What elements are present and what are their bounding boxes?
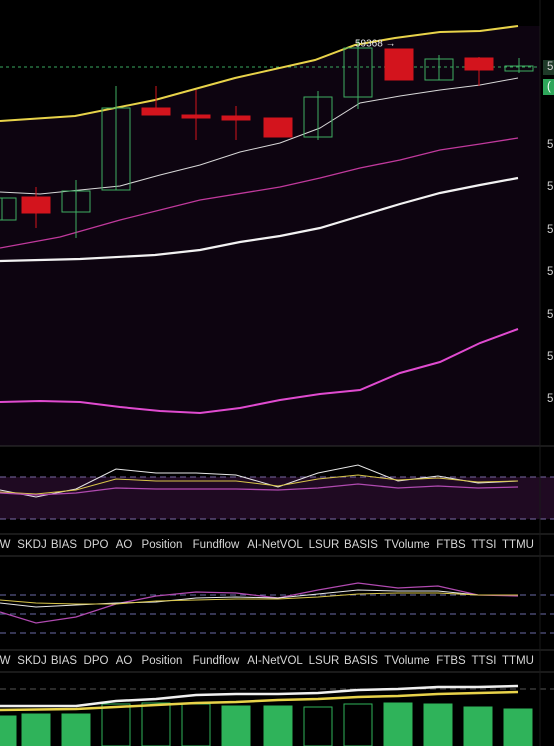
price-tag: 59368 → bbox=[355, 39, 396, 50]
indicator-tab[interactable]: TTMU bbox=[502, 539, 534, 551]
osc-zone bbox=[0, 477, 554, 519]
indicator-tab[interactable]: TVolume bbox=[384, 539, 429, 551]
osc-line bbox=[0, 589, 518, 608]
indicator-tab[interactable]: Fundflow bbox=[193, 655, 240, 667]
candle-body bbox=[464, 57, 494, 71]
volume-bar bbox=[263, 705, 293, 746]
volume-bar bbox=[141, 702, 171, 746]
indicator-tabs: W SKDJ BIAS DPO AO Position Fundflow AI-NetVOL L… bbox=[0, 539, 534, 551]
indicator-tab[interactable]: W bbox=[0, 655, 11, 667]
osc-line bbox=[0, 483, 519, 496]
mid-line bbox=[0, 77, 519, 195]
volume-bar bbox=[303, 706, 333, 746]
axis-label: 5 bbox=[547, 266, 553, 278]
indicator-tab[interactable]: TTMU bbox=[502, 655, 534, 667]
axis-label: 5 bbox=[547, 351, 553, 363]
osc-line bbox=[0, 464, 519, 498]
indicator-tab[interactable]: SKDJ bbox=[17, 539, 46, 551]
volume-bar bbox=[423, 703, 453, 746]
axis-label: 5 bbox=[547, 181, 553, 193]
osc-line bbox=[0, 474, 519, 495]
candle-body bbox=[303, 96, 333, 138]
candle-body bbox=[221, 115, 251, 121]
indicator-tab[interactable]: FTBS bbox=[436, 539, 466, 551]
ma-line bbox=[0, 137, 519, 249]
volume-bar bbox=[343, 703, 373, 746]
candle-body bbox=[141, 107, 171, 116]
indicator-tab[interactable]: BASIS bbox=[344, 655, 378, 667]
band-fill bbox=[0, 26, 540, 446]
indicator-tab[interactable]: AI-NetVOL bbox=[247, 539, 303, 551]
indicator-tab[interactable]: AI-NetVOL bbox=[247, 655, 303, 667]
indicator-tab[interactable]: LSUR bbox=[309, 539, 340, 551]
axis-label: 5 bbox=[547, 139, 553, 151]
osc-line bbox=[0, 582, 519, 624]
indicator-tab[interactable]: Fundflow bbox=[193, 539, 240, 551]
indicator-tab[interactable]: DPO bbox=[84, 539, 109, 551]
indicator-tab[interactable]: AO bbox=[116, 539, 133, 551]
indicator-tab[interactable]: BASIS bbox=[344, 539, 378, 551]
candles bbox=[0, 40, 534, 238]
candle-body bbox=[424, 58, 454, 81]
indicator-tabs: W SKDJ BIAS DPO AO Position Fundflow AI-NetVOL L… bbox=[0, 655, 534, 667]
candle-body bbox=[0, 197, 17, 221]
indicator-tab[interactable]: DPO bbox=[84, 655, 109, 667]
indicator-tab[interactable]: Position bbox=[142, 539, 183, 551]
candle-body bbox=[101, 107, 131, 191]
candle-body bbox=[61, 190, 91, 213]
ma-line-thick bbox=[0, 176, 519, 263]
volume-bar bbox=[181, 703, 211, 746]
candle-body bbox=[21, 196, 51, 214]
line bbox=[0, 690, 519, 712]
indicator-tab[interactable]: FTBS bbox=[436, 655, 466, 667]
volume-bar bbox=[383, 702, 413, 746]
volume-bars bbox=[0, 702, 533, 746]
axis-label: 5 bbox=[547, 61, 553, 73]
candle-body bbox=[384, 48, 414, 81]
price-badge bbox=[543, 79, 554, 95]
volume-bar bbox=[503, 708, 533, 746]
indicator-tab[interactable]: TVolume bbox=[384, 655, 429, 667]
indicator-tab[interactable]: LSUR bbox=[309, 655, 340, 667]
indicator-tab[interactable]: BIAS bbox=[51, 655, 78, 667]
candle-body bbox=[504, 65, 534, 72]
volume-bar bbox=[463, 706, 493, 746]
candle-body bbox=[343, 47, 373, 98]
indicator-tab[interactable]: W bbox=[0, 539, 11, 551]
volume-bar bbox=[21, 713, 51, 746]
price-highlight bbox=[543, 60, 554, 75]
volume-bar bbox=[101, 703, 131, 746]
indicator-tab[interactable]: AO bbox=[116, 655, 133, 667]
volume-bar bbox=[0, 715, 17, 746]
indicator-tab[interactable]: BIAS bbox=[51, 539, 78, 551]
indicator-tab[interactable]: TTSI bbox=[472, 655, 497, 667]
axis-label: 5 bbox=[547, 309, 553, 321]
volume-bar bbox=[221, 705, 251, 746]
price-axis: 5 (5 5 5 5 5 5 5 bbox=[547, 61, 553, 405]
candle-body bbox=[181, 114, 211, 119]
osc-line bbox=[0, 592, 518, 605]
indicator-tab[interactable]: Position bbox=[142, 655, 183, 667]
volume-bar bbox=[61, 713, 91, 746]
candle-body bbox=[263, 117, 293, 138]
axis-label: ( bbox=[547, 81, 551, 93]
axis-label: 5 bbox=[547, 224, 553, 236]
indicator-tab[interactable]: SKDJ bbox=[17, 655, 46, 667]
indicator-tab[interactable]: TTSI bbox=[472, 539, 497, 551]
line bbox=[0, 684, 519, 708]
axis-label: 5 bbox=[547, 393, 553, 405]
lower-band bbox=[0, 328, 519, 415]
